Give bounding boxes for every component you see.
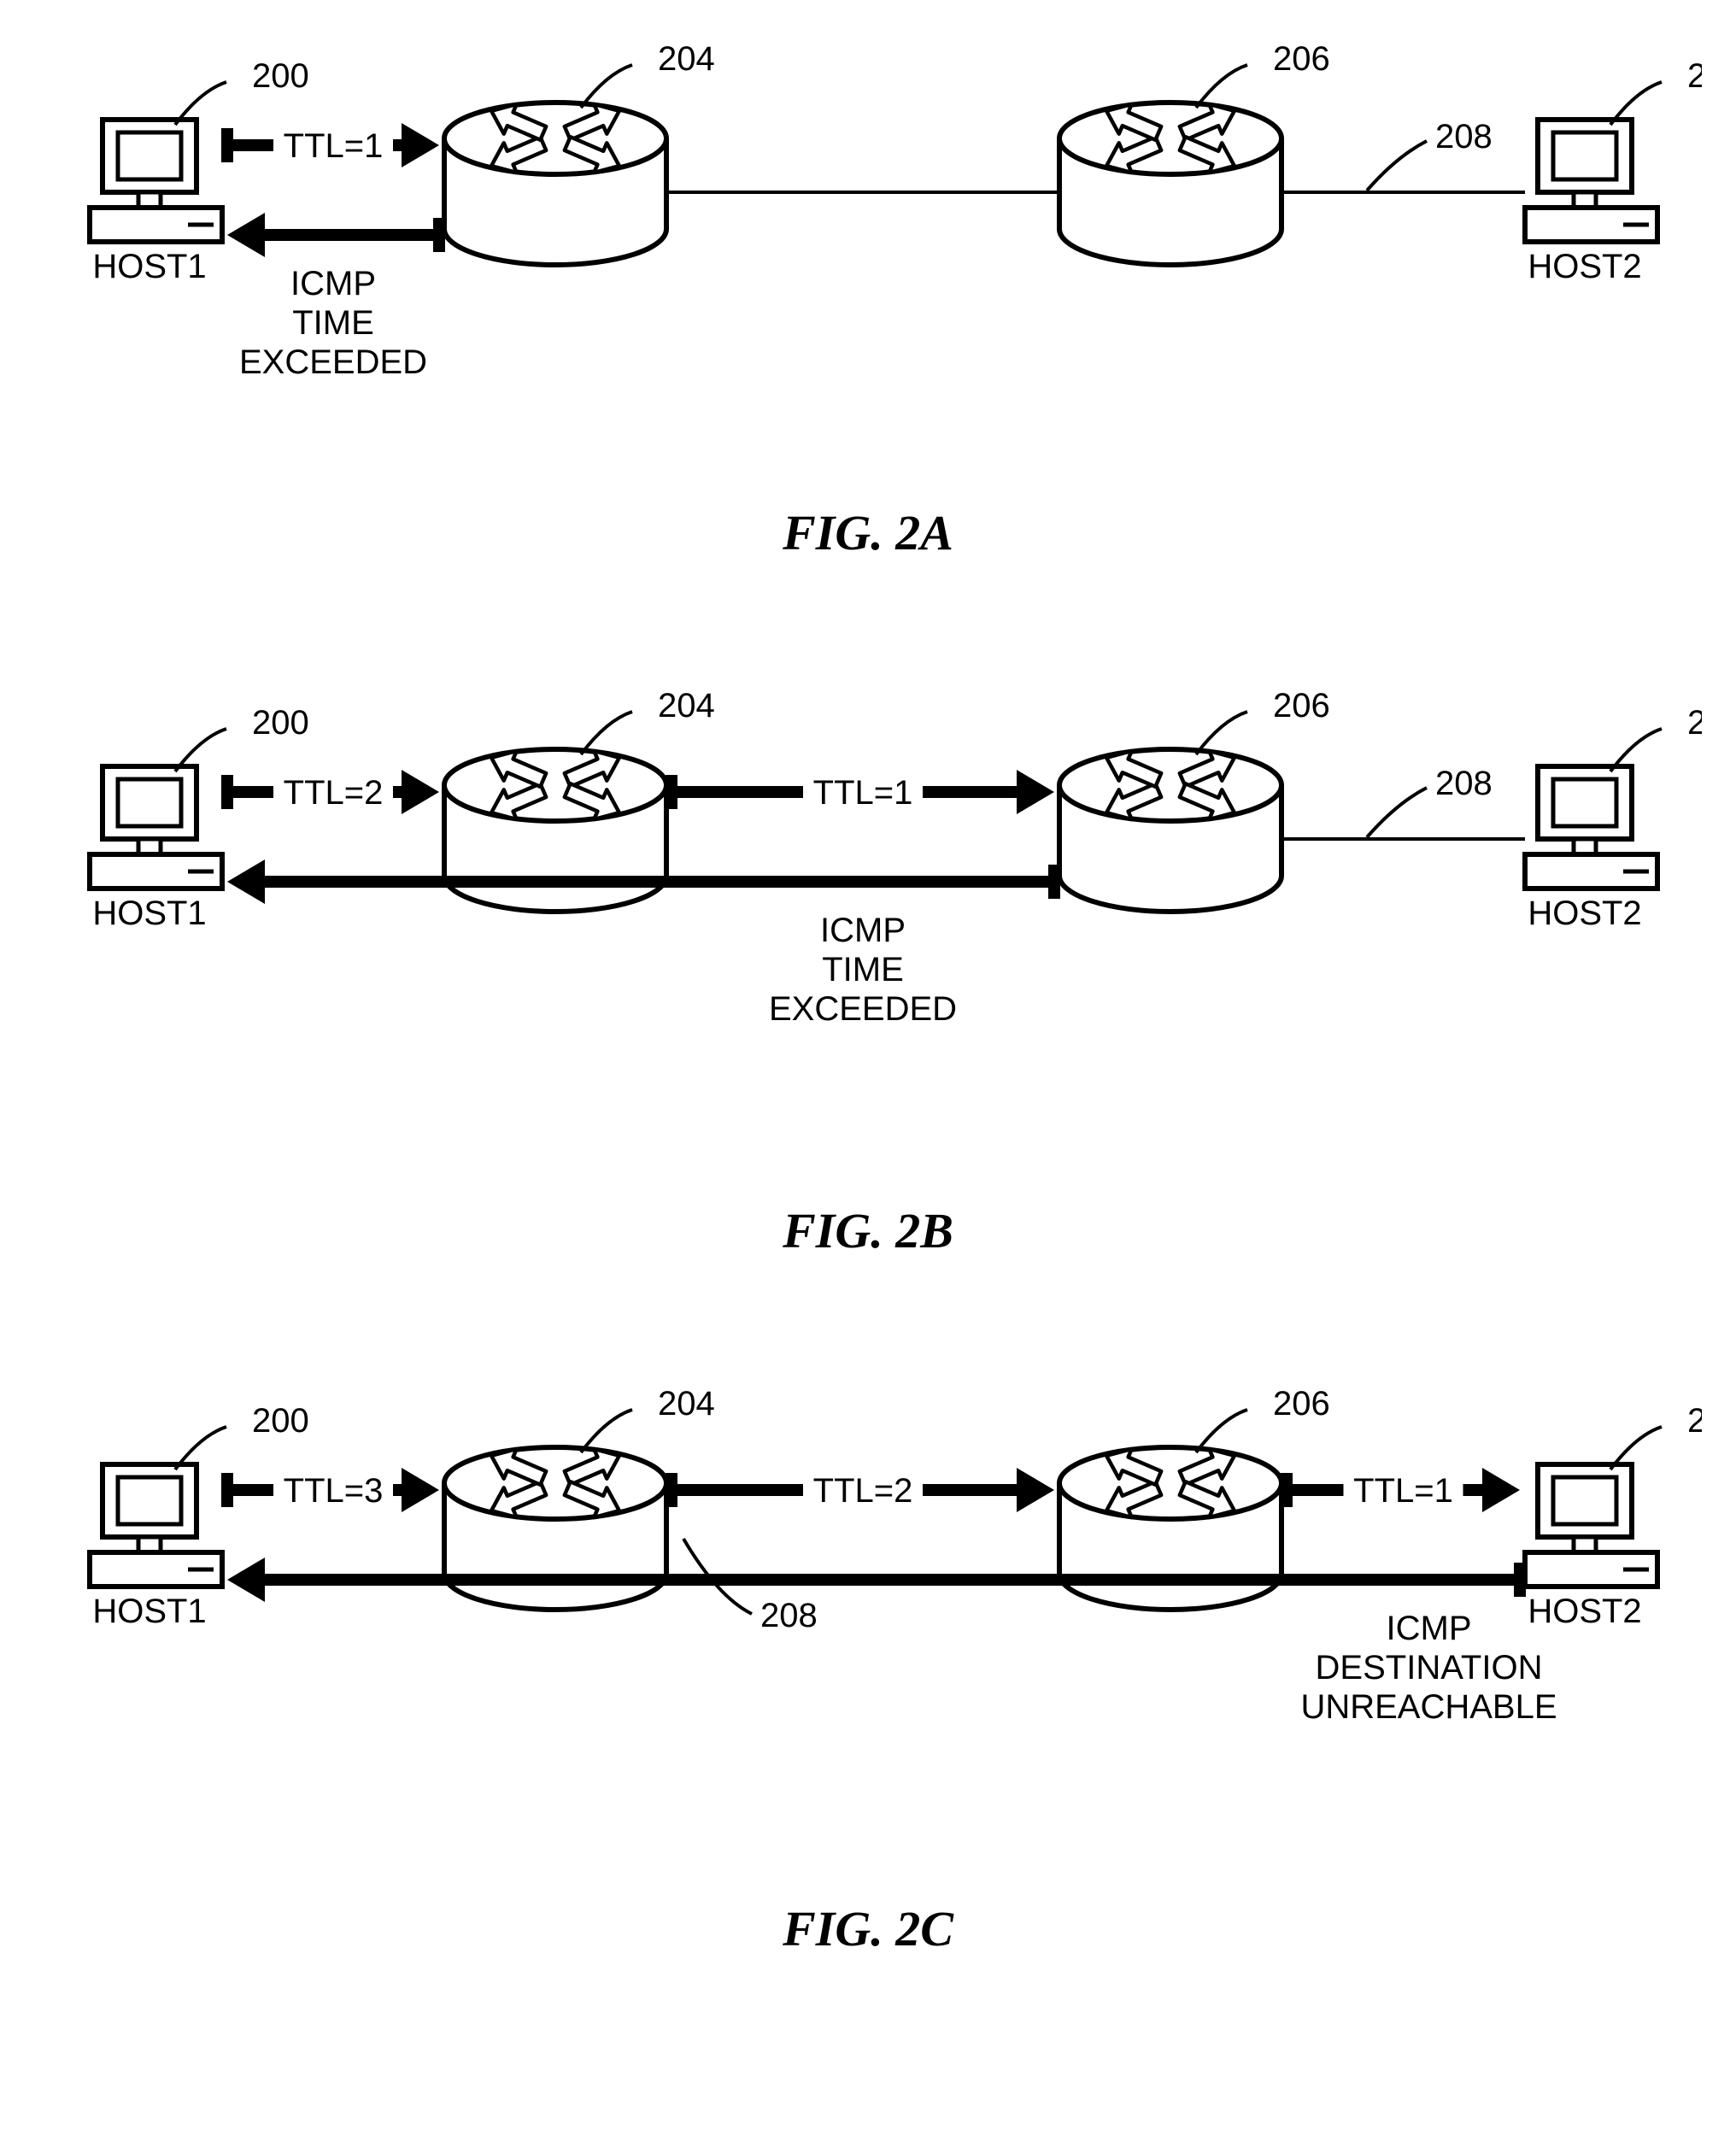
- svg-text:204: 204: [658, 40, 715, 78]
- figure-2b: HOST1 HOST2 200 204 206 202 208 TTL=2 TTL=1 ICMPT…: [34, 681, 1702, 1259]
- svg-text:TTL=1: TTL=1: [1353, 1472, 1453, 1510]
- svg-text:EXCEEDED: EXCEEDED: [239, 343, 427, 381]
- svg-text:TIME: TIME: [822, 951, 904, 989]
- caption-2c: FIG. 2C: [34, 1900, 1702, 1957]
- svg-text:202: 202: [1687, 1402, 1702, 1440]
- svg-text:HOST2: HOST2: [1528, 895, 1641, 932]
- svg-text:ICMP: ICMP: [290, 265, 376, 302]
- svg-text:206: 206: [1273, 687, 1330, 725]
- svg-text:TTL=3: TTL=3: [284, 1472, 384, 1510]
- figure-2c: HOST1 HOST2 200 204 206 202 208 TTL=3 TTL=2 TTL=1…: [34, 1379, 1702, 1957]
- caption-2b: FIG. 2B: [34, 1202, 1702, 1259]
- svg-text:DESTINATION: DESTINATION: [1316, 1649, 1543, 1687]
- svg-text:208: 208: [1435, 765, 1493, 802]
- figure-2a: HOST1 HOST2 200 204 206 202 208 TTL=1 ICMPTIMEEX…: [34, 34, 1702, 561]
- svg-text:EXCEEDED: EXCEEDED: [769, 990, 957, 1028]
- svg-text:202: 202: [1687, 704, 1702, 742]
- svg-text:204: 204: [658, 1385, 715, 1423]
- svg-text:TIME: TIME: [292, 304, 374, 342]
- svg-text:TTL=1: TTL=1: [284, 127, 384, 165]
- svg-text:HOST2: HOST2: [1528, 248, 1641, 285]
- svg-text:200: 200: [252, 1402, 309, 1440]
- svg-text:TTL=2: TTL=2: [813, 1472, 913, 1510]
- svg-text:208: 208: [1435, 118, 1493, 155]
- svg-text:206: 206: [1273, 1385, 1330, 1423]
- svg-text:HOST1: HOST1: [92, 248, 206, 285]
- svg-text:200: 200: [252, 704, 309, 742]
- svg-text:206: 206: [1273, 40, 1330, 78]
- svg-text:HOST2: HOST2: [1528, 1593, 1641, 1630]
- svg-text:ICMP: ICMP: [820, 912, 906, 949]
- svg-text:TTL=2: TTL=2: [284, 774, 384, 812]
- svg-text:208: 208: [760, 1597, 818, 1634]
- svg-text:HOST1: HOST1: [92, 1593, 206, 1630]
- svg-text:HOST1: HOST1: [92, 895, 206, 932]
- svg-text:ICMP: ICMP: [1387, 1610, 1472, 1647]
- svg-text:202: 202: [1687, 57, 1702, 95]
- svg-text:UNREACHABLE: UNREACHABLE: [1300, 1688, 1557, 1726]
- svg-text:TTL=1: TTL=1: [813, 774, 913, 812]
- svg-text:200: 200: [252, 57, 309, 95]
- svg-text:204: 204: [658, 687, 715, 725]
- caption-2a: FIG. 2A: [34, 504, 1702, 561]
